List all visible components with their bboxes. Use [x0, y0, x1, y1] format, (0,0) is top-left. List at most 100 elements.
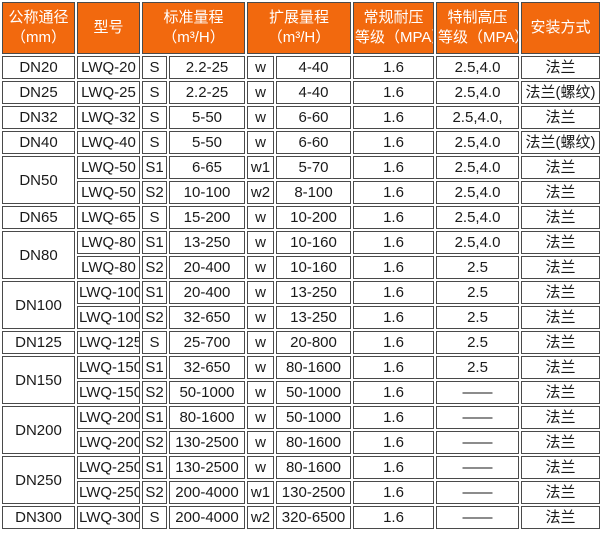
cell-w-label: w [247, 206, 274, 229]
cell-dn: DN50 [2, 156, 75, 204]
cell-normal-pressure: 1.6 [353, 356, 434, 379]
cell-ext-range: 130-2500 [276, 481, 351, 504]
cell-high-pressure: 2.5 [436, 356, 519, 379]
cell-w-label: w [247, 306, 274, 329]
cell-std-range: 25-700 [169, 331, 245, 354]
cell-s-label: S [142, 506, 167, 529]
cell-w-label: w [247, 381, 274, 404]
cell-high-pressure: 2.5,4.0 [436, 131, 519, 154]
cell-high-pressure: 2.5 [436, 306, 519, 329]
cell-high-pressure: —— [436, 506, 519, 529]
cell-s-label: S [142, 331, 167, 354]
cell-s-label: S1 [142, 456, 167, 479]
cell-w-label: w [247, 106, 274, 129]
cell-normal-pressure: 1.6 [353, 281, 434, 304]
cell-s-label: S1 [142, 406, 167, 429]
cell-s-label: S2 [142, 431, 167, 454]
header-nominal-diameter: 公称通径 （mm） [2, 2, 75, 54]
cell-std-range: 5-50 [169, 106, 245, 129]
cell-ext-range: 10-200 [276, 206, 351, 229]
cell-model: LWQ-300 [77, 506, 140, 529]
cell-install: 法兰(螺纹) [521, 81, 600, 104]
cell-s-label: S1 [142, 281, 167, 304]
header-line: （m³/H） [162, 29, 225, 46]
cell-install: 法兰 [521, 456, 600, 479]
header-line: 标准量程 [163, 8, 224, 26]
cell-model: LWQ-100 [77, 306, 140, 329]
header-line: （mm） [11, 29, 66, 46]
header-line: 特制高压 [447, 8, 508, 26]
cell-w-label: w [247, 131, 274, 154]
cell-dn: DN20 [2, 56, 75, 79]
cell-model: LWQ-250 [77, 456, 140, 479]
cell-normal-pressure: 1.6 [353, 381, 434, 404]
header-line: 扩展量程 [268, 8, 329, 26]
cell-normal-pressure: 1.6 [353, 156, 434, 179]
cell-install: 法兰 [521, 181, 600, 204]
cell-ext-range: 13-250 [276, 306, 351, 329]
cell-high-pressure: 2.5,4.0 [436, 206, 519, 229]
cell-install: 法兰 [521, 231, 600, 254]
cell-s-label: S [142, 206, 167, 229]
cell-dn: DN32 [2, 106, 75, 129]
cell-install: 法兰 [521, 431, 600, 454]
cell-std-range: 32-650 [169, 356, 245, 379]
cell-std-range: 2.2-25 [169, 56, 245, 79]
cell-s-label: S1 [142, 356, 167, 379]
cell-normal-pressure: 1.6 [353, 181, 434, 204]
cell-model: LWQ-32 [77, 106, 140, 129]
cell-s-label: S1 [142, 231, 167, 254]
cell-s-label: S1 [142, 156, 167, 179]
cell-high-pressure: —— [436, 481, 519, 504]
cell-ext-range: 10-160 [276, 231, 351, 254]
cell-std-range: 50-1000 [169, 381, 245, 404]
cell-w-label: w1 [247, 156, 274, 179]
table-row: DN150 LWQ-150 S1 32-650 w 80-1600 1.6 2.… [2, 356, 600, 404]
cell-std-range: 6-65 [169, 156, 245, 179]
table-row: DN125 LWQ-125 S 25-700 w 20-800 1.6 2.5 … [2, 331, 600, 354]
table-row: DN300 LWQ-300 S 200-4000 w2 320-6500 1.6… [2, 506, 600, 529]
cell-model: LWQ-65 [77, 206, 140, 229]
cell-dn: DN125 [2, 331, 75, 354]
cell-s-label: S [142, 131, 167, 154]
table-row: DN100 LWQ-100 S1 20-400 w 13-250 1.6 2.5… [2, 281, 600, 329]
cell-ext-range: 10-160 [276, 256, 351, 279]
cell-high-pressure: —— [436, 431, 519, 454]
cell-ext-range: 6-60 [276, 131, 351, 154]
cell-w-label: w [247, 406, 274, 429]
cell-std-range: 32-650 [169, 306, 245, 329]
cell-w-label: w [247, 456, 274, 479]
cell-w-label: w [247, 331, 274, 354]
cell-dn: DN100 [2, 281, 75, 329]
table-row: LWQ-200 S2 130-2500 w 80-1600 1.6 —— 法兰 [2, 431, 600, 454]
cell-std-range: 20-400 [169, 256, 245, 279]
cell-w-label: w2 [247, 506, 274, 529]
cell-install: 法兰 [521, 381, 600, 404]
cell-high-pressure: 2.5,4.0 [436, 181, 519, 204]
table-row: LWQ-150 S2 50-1000 w 50-1000 1.6 —— 法兰 [2, 381, 600, 404]
cell-high-pressure: —— [436, 381, 519, 404]
header-model: 型号 [77, 2, 140, 54]
header-line: 型号 [93, 18, 124, 36]
cell-ext-range: 8-100 [276, 181, 351, 204]
cell-s-label: S [142, 106, 167, 129]
cell-ext-range: 320-6500 [276, 506, 351, 529]
cell-install: 法兰 [521, 406, 600, 429]
cell-w-label: w [247, 81, 274, 104]
cell-w-label: w2 [247, 181, 274, 204]
cell-dn: DN150 [2, 356, 75, 404]
table-row: DN40 LWQ-40 S 5-50 w 6-60 1.6 2.5,4.0 法兰… [2, 131, 600, 154]
cell-model: LWQ-80 [77, 256, 140, 279]
table-row: DN32 LWQ-32 S 5-50 w 6-60 1.6 2.5,4.0, 法… [2, 106, 600, 129]
cell-ext-range: 4-40 [276, 81, 351, 104]
table-row: LWQ-80 S2 20-400 w 10-160 1.6 2.5 法兰 [2, 256, 600, 279]
cell-model: LWQ-20 [77, 56, 140, 79]
cell-std-range: 130-2500 [169, 456, 245, 479]
cell-s-label: S2 [142, 181, 167, 204]
cell-install: 法兰 [521, 331, 600, 354]
table-row: LWQ-250 S2 200-4000 w1 130-2500 1.6 —— 法… [2, 481, 600, 504]
cell-model: LWQ-80 [77, 231, 140, 254]
cell-ext-range: 5-70 [276, 156, 351, 179]
table-row: DN80 LWQ-80 S1 13-250 w 10-160 1.6 2.5,4… [2, 231, 600, 279]
